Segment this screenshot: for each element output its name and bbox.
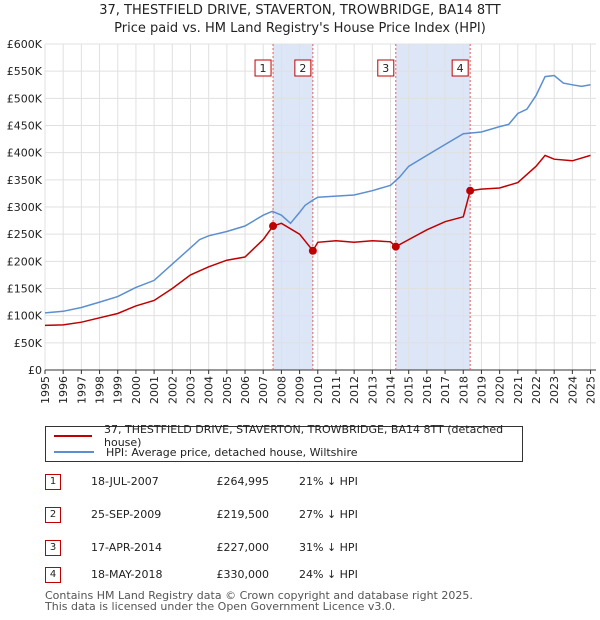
x-tick-label: 2024 xyxy=(566,376,579,404)
sale-price: £227,000 xyxy=(216,541,270,554)
x-tick-label: 2009 xyxy=(294,376,307,404)
x-tick-label: 2012 xyxy=(348,376,361,404)
y-tick-label: £250K xyxy=(7,228,43,241)
x-tick-label: 2011 xyxy=(330,376,343,404)
sale-price: £330,000 xyxy=(216,568,270,581)
sale-row: 4 18-MAY-2018 £330,000 24% ↓ HPI xyxy=(45,567,585,585)
y-tick-label: £550K xyxy=(7,65,43,78)
y-tick-label: £300K xyxy=(7,201,43,214)
sale-number-badge: 4 xyxy=(45,567,61,583)
footer-line1: Contains HM Land Registry data © Crown c… xyxy=(45,589,473,602)
sale-hpi-diff: 21% ↓ HPI xyxy=(299,475,358,488)
x-tick-label: 2021 xyxy=(512,376,525,404)
x-tick-label: 2010 xyxy=(312,376,325,404)
x-tick-label: 2008 xyxy=(275,376,288,404)
x-tick-label: 1996 xyxy=(57,376,70,404)
x-tick-label: 2007 xyxy=(257,376,270,404)
y-tick-label: £150K xyxy=(7,283,43,296)
x-tick-label: 2003 xyxy=(184,376,197,404)
sale-hpi-diff: 24% ↓ HPI xyxy=(299,568,358,581)
x-tick-label: 2006 xyxy=(239,376,252,404)
x-tick-label: 1999 xyxy=(112,376,125,404)
chart-title-line2: Price paid vs. HM Land Registry's House … xyxy=(114,21,486,36)
sale-label-box xyxy=(451,59,469,77)
chart-title: 37, THESTFIELD DRIVE, STAVERTON, TROWBRI… xyxy=(0,2,600,38)
x-tick-label: 1995 xyxy=(39,376,52,404)
x-tick-label: 2001 xyxy=(148,376,161,404)
sale-date: 18-JUL-2007 xyxy=(91,475,159,488)
sale-label-number: 1 xyxy=(260,62,267,75)
sale-date: 25-SEP-2009 xyxy=(91,508,162,521)
footer-attribution: Contains HM Land Registry data © Crown c… xyxy=(45,590,473,612)
sale-number-badge: 2 xyxy=(45,507,61,523)
footer-line2: This data is licensed under the Open Gov… xyxy=(45,600,396,613)
y-tick-label: £350K xyxy=(7,174,43,187)
y-tick-label: £600K xyxy=(7,38,43,51)
sale-label-box xyxy=(294,59,312,77)
sale-price: £219,500 xyxy=(216,508,270,521)
sale-label-number: 4 xyxy=(457,62,464,75)
x-tick-label: 2015 xyxy=(403,376,416,404)
property-series-line xyxy=(44,154,591,327)
x-tick-label: 2000 xyxy=(130,376,143,404)
sale-row: 2 25-SEP-2009 £219,500 27% ↓ HPI xyxy=(45,507,585,525)
legend-item-hpi: HPI: Average price, detached house, Wilt… xyxy=(54,444,358,460)
y-tick-label: £200K xyxy=(7,255,43,268)
sale-label-box xyxy=(377,59,395,77)
sale-date: 18-MAY-2018 xyxy=(91,568,163,581)
legend-swatch-property xyxy=(54,435,92,437)
x-tick-label: 2017 xyxy=(439,376,452,404)
x-tick-label: 2022 xyxy=(530,376,543,404)
hpi-series-line xyxy=(44,74,591,314)
x-tick-label: 1998 xyxy=(94,376,107,404)
legend-swatch-hpi xyxy=(54,451,94,453)
sale-point xyxy=(269,222,278,231)
x-tick-label: 1997 xyxy=(75,376,88,404)
sale-hpi-diff: 27% ↓ HPI xyxy=(299,508,358,521)
chart-legend: 37, THESTFIELD DRIVE, STAVERTON, TROWBRI… xyxy=(45,423,523,462)
sale-row: 3 17-APR-2014 £227,000 31% ↓ HPI xyxy=(45,540,585,558)
sale-point xyxy=(391,242,400,251)
legend-label-property: 37, THESTFIELD DRIVE, STAVERTON, TROWBRI… xyxy=(104,423,504,449)
y-tick-label: £400K xyxy=(7,147,43,160)
legend-item-property: 37, THESTFIELD DRIVE, STAVERTON, TROWBRI… xyxy=(54,423,522,449)
x-tick-label: 2023 xyxy=(548,376,561,404)
sale-number-badge: 3 xyxy=(45,540,61,556)
x-tick-label: 2025 xyxy=(585,376,598,404)
x-tick-label: 2004 xyxy=(203,376,216,404)
y-tick-label: £500K xyxy=(7,92,43,105)
y-tick-label: £100K xyxy=(7,310,43,323)
y-tick-label: £50K xyxy=(14,337,43,350)
sale-date: 17-APR-2014 xyxy=(91,541,163,554)
x-tick-label: 2005 xyxy=(221,376,234,404)
legend-label-hpi: HPI: Average price, detached house, Wilt… xyxy=(106,445,358,459)
x-tick-label: 2019 xyxy=(475,376,488,404)
x-tick-label: 2016 xyxy=(421,376,434,404)
sale-label-box xyxy=(254,59,272,77)
sale-row: 1 18-JUL-2007 £264,995 21% ↓ HPI xyxy=(45,474,585,492)
x-tick-label: 2018 xyxy=(457,376,470,404)
y-tick-label: £450K xyxy=(7,120,43,133)
y-tick-label: £0 xyxy=(28,364,42,377)
x-tick-label: 2014 xyxy=(385,376,398,404)
x-tick-label: 2013 xyxy=(366,376,379,404)
price-chart: £0 £50K £100K £150K £200K £250K £300K £350K £400… xyxy=(7,38,598,404)
sale-label-number: 3 xyxy=(382,62,389,75)
sale-number-badge: 1 xyxy=(45,474,61,490)
sale-price: £264,995 xyxy=(216,475,270,488)
x-tick-label: 2020 xyxy=(494,376,507,404)
x-tick-label: 2002 xyxy=(166,376,179,404)
sale-point xyxy=(308,246,317,255)
sale-label-number: 2 xyxy=(299,62,306,75)
sale-point xyxy=(466,186,475,195)
chart-title-line1: 37, THESTFIELD DRIVE, STAVERTON, TROWBRI… xyxy=(99,3,501,18)
sale-hpi-diff: 31% ↓ HPI xyxy=(299,541,358,554)
